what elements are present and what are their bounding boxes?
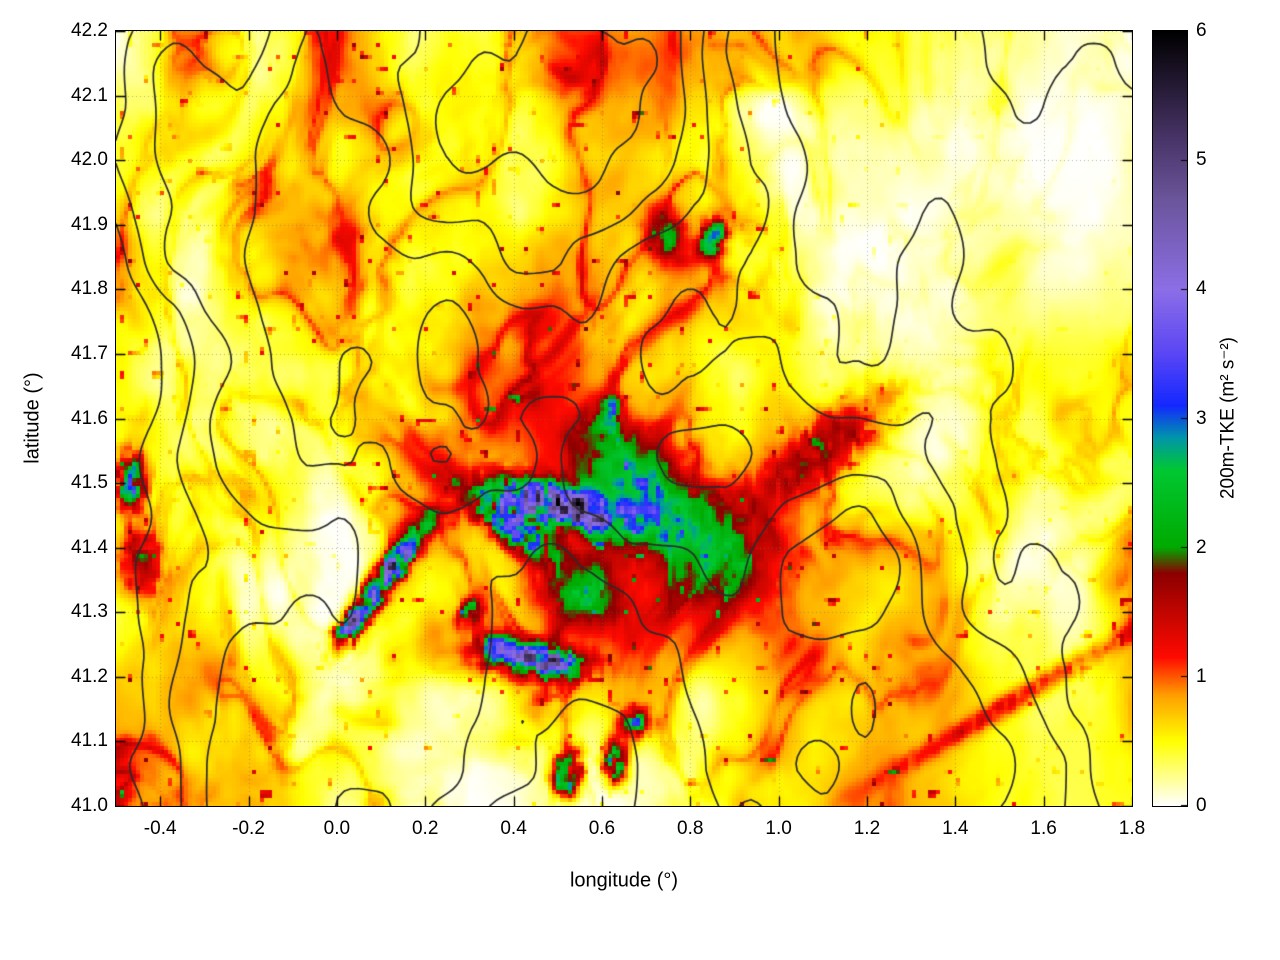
- y-tick-label: 41.9: [71, 213, 108, 235]
- colorbar-tick-label: 6: [1196, 20, 1207, 41]
- colorbar-tick-label: 2: [1196, 536, 1207, 558]
- x-tick-label: -0.2: [232, 818, 265, 839]
- y-tick-label: 41.8: [71, 278, 108, 300]
- x-tick-label: 1.6: [1030, 818, 1057, 839]
- x-tick-label: 0.4: [500, 818, 527, 839]
- y-axis-label: latitude (°): [21, 372, 44, 464]
- y-tick-label: 41.6: [71, 407, 108, 429]
- y-tick-label: 41.2: [71, 665, 108, 687]
- colorbar-tick-label: 4: [1196, 278, 1207, 300]
- y-tick-label: 41.1: [71, 730, 108, 752]
- x-axis-label: longitude (°): [569, 869, 679, 892]
- x-tick-label: 0.8: [677, 818, 704, 839]
- y-tick-label: 42.1: [71, 84, 108, 106]
- colorbar-tick-label: 3: [1196, 407, 1207, 429]
- x-tick-label: 0.2: [411, 818, 439, 839]
- x-tick-label: 1.8: [1118, 818, 1146, 839]
- x-tick-label: 1.4: [942, 818, 969, 839]
- y-tick-label: 42.0: [71, 149, 108, 171]
- x-tick-label: 0.6: [588, 818, 616, 839]
- x-tick-label: 1.2: [853, 818, 881, 839]
- y-tick-label: 41.3: [71, 601, 108, 623]
- colorbar: [1152, 30, 1188, 807]
- x-tick-label: 0.0: [323, 818, 351, 839]
- contours-grid-ticks-canvas: [116, 31, 1132, 806]
- x-tick-label: -0.4: [143, 818, 177, 839]
- y-tick-label: 42.2: [71, 20, 108, 41]
- colorbar-tick-label: 0: [1196, 795, 1207, 816]
- colorbar-tick-label: 1: [1196, 665, 1207, 687]
- plot-area: [115, 30, 1133, 807]
- y-tick-label: 41.5: [71, 472, 108, 494]
- colorbar-gradient-canvas: [1153, 31, 1187, 806]
- y-tick-label: 41.7: [71, 342, 108, 364]
- colorbar-tick-label: 5: [1196, 149, 1207, 171]
- x-tick-label: 1.0: [765, 818, 792, 839]
- y-tick-label: 41.0: [71, 795, 108, 816]
- y-tick-label: 41.4: [71, 536, 108, 558]
